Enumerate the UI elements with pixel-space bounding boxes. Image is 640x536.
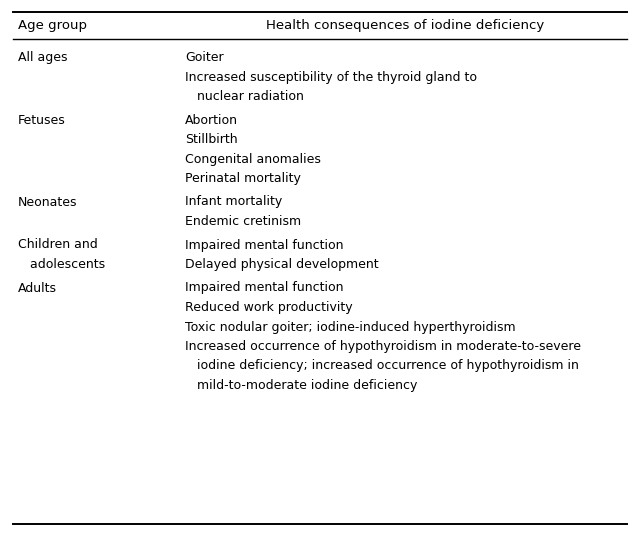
Text: adolescents: adolescents <box>18 258 105 271</box>
Text: Perinatal mortality: Perinatal mortality <box>185 172 301 185</box>
Text: Neonates: Neonates <box>18 196 77 209</box>
Text: Fetuses: Fetuses <box>18 114 66 126</box>
Text: Age group: Age group <box>18 19 87 32</box>
Text: Children and: Children and <box>18 239 98 251</box>
Text: Health consequences of iodine deficiency: Health consequences of iodine deficiency <box>266 19 544 32</box>
Text: nuclear radiation: nuclear radiation <box>185 90 304 103</box>
Text: Stillbirth: Stillbirth <box>185 133 237 146</box>
Text: iodine deficiency; increased occurrence of hypothyroidism in: iodine deficiency; increased occurrence … <box>185 360 579 373</box>
Text: Goiter: Goiter <box>185 51 223 64</box>
Text: Abortion: Abortion <box>185 114 238 126</box>
Text: Infant mortality: Infant mortality <box>185 196 282 209</box>
Text: All ages: All ages <box>18 51 67 64</box>
Text: Delayed physical development: Delayed physical development <box>185 258 379 271</box>
Text: Increased susceptibility of the thyroid gland to: Increased susceptibility of the thyroid … <box>185 71 477 84</box>
Text: Impaired mental function: Impaired mental function <box>185 239 344 251</box>
Text: Impaired mental function: Impaired mental function <box>185 281 344 294</box>
Text: Endemic cretinism: Endemic cretinism <box>185 215 301 228</box>
Text: Increased occurrence of hypothyroidism in moderate-to-severe: Increased occurrence of hypothyroidism i… <box>185 340 581 353</box>
Text: Congenital anomalies: Congenital anomalies <box>185 153 321 166</box>
Text: Adults: Adults <box>18 281 57 294</box>
Text: mild-to-moderate iodine deficiency: mild-to-moderate iodine deficiency <box>185 379 417 392</box>
Text: Reduced work productivity: Reduced work productivity <box>185 301 353 314</box>
Text: Toxic nodular goiter; iodine-induced hyperthyroidism: Toxic nodular goiter; iodine-induced hyp… <box>185 321 516 333</box>
